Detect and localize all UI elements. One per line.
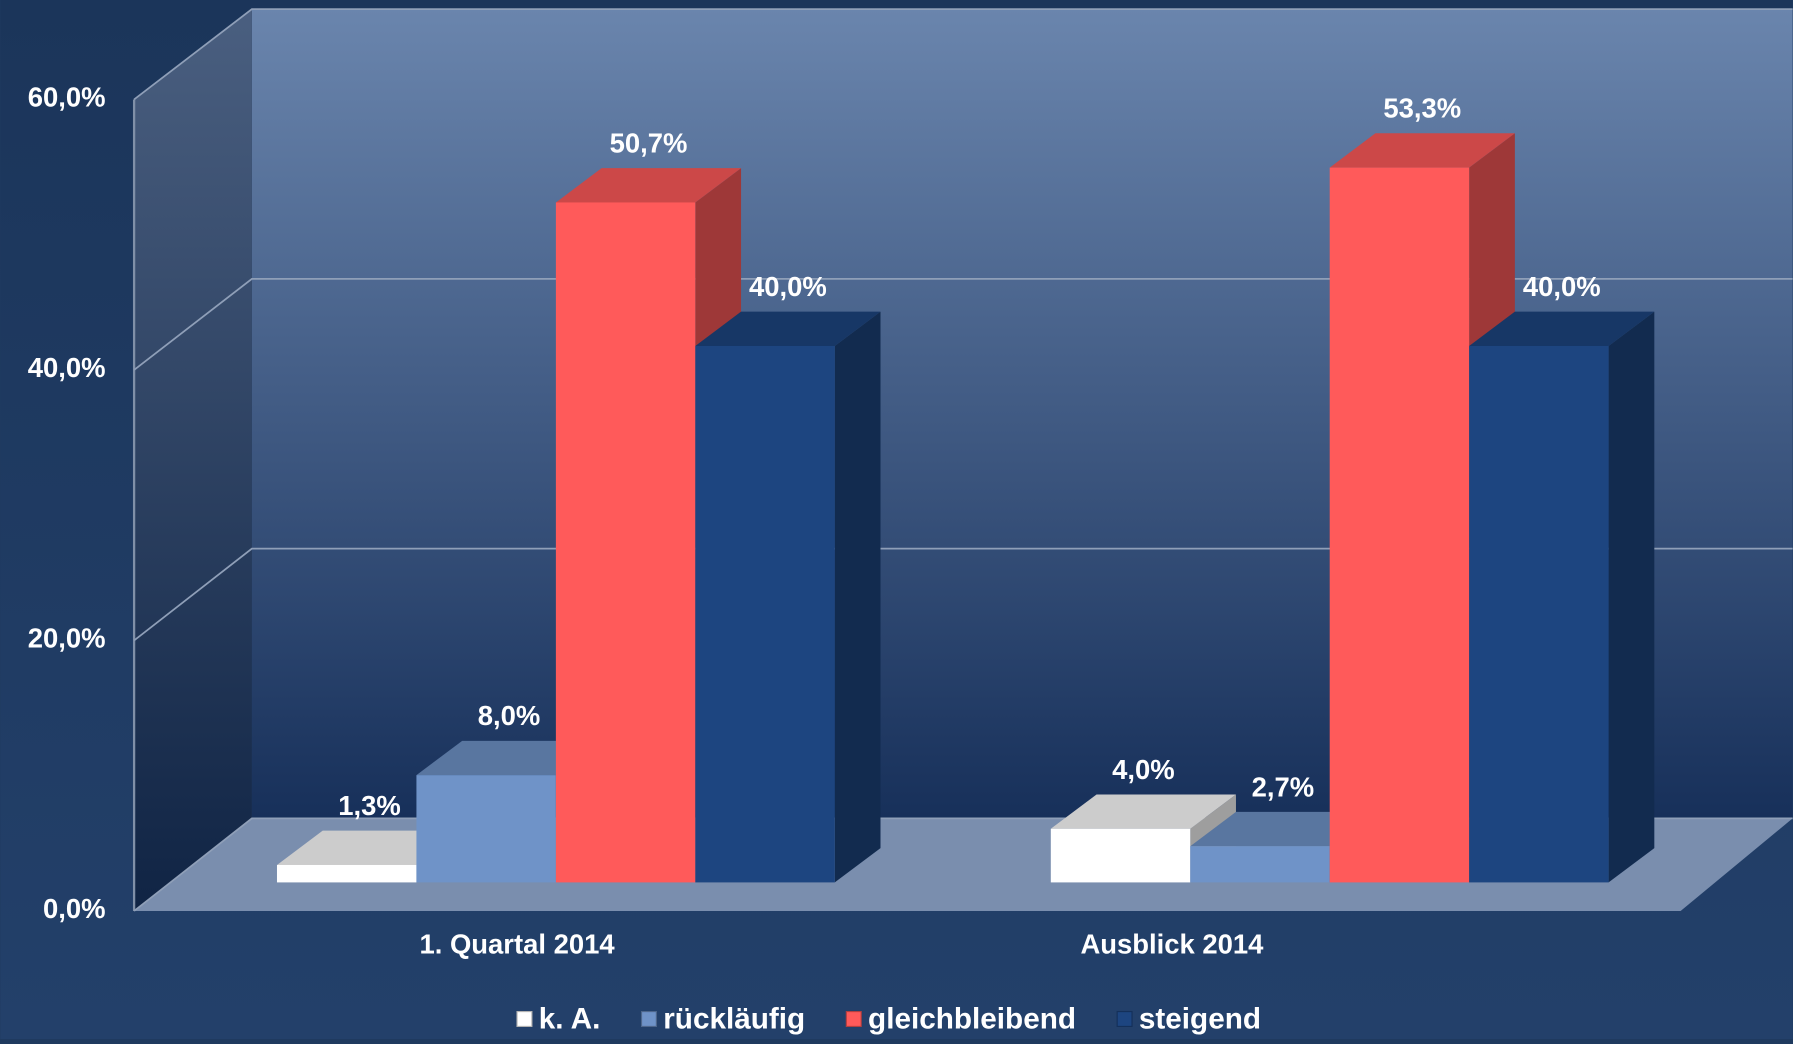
bar [1190, 846, 1330, 883]
y-tick-label: 0,0% [43, 893, 106, 924]
y-tick-label: 40,0% [28, 352, 106, 383]
side-wall [134, 9, 252, 911]
grid-line [133, 8, 1793, 101]
bar [416, 775, 556, 883]
grid-line [133, 547, 1793, 642]
bar [1329, 167, 1470, 883]
legend-swatch [516, 1010, 533, 1027]
bar [1050, 828, 1191, 883]
y-tick-label: 60,0% [28, 82, 106, 113]
data-label: 1,3% [338, 790, 401, 821]
legend-label: steigend [1139, 1003, 1261, 1036]
bar [695, 345, 835, 883]
legend-swatch [640, 1010, 657, 1027]
legend-label: gleichbleibend [868, 1003, 1076, 1036]
bar-top [555, 168, 742, 203]
bar-side [834, 311, 881, 883]
bar [555, 202, 696, 883]
grid-line [133, 278, 1793, 371]
bar [1469, 345, 1609, 883]
x-tick-label: 1. Quartal 2014 [419, 929, 615, 960]
data-label: 4,0% [1112, 754, 1175, 785]
bar-side [1608, 311, 1655, 883]
data-label: 8,0% [478, 700, 541, 731]
legend-swatch [1116, 1010, 1133, 1027]
bar-top [695, 311, 881, 346]
data-label: 50,7% [610, 128, 688, 159]
bar-top [1469, 311, 1655, 346]
bar-top [1190, 811, 1376, 847]
legend-label: k. A. [539, 1003, 601, 1036]
bar-top [276, 830, 463, 865]
data-label: 53,3% [1383, 93, 1461, 124]
data-label: 2,7% [1252, 771, 1315, 802]
legend-swatch [845, 1010, 862, 1027]
data-label: 40,0% [749, 271, 827, 302]
bar [276, 864, 417, 883]
bar-top [416, 740, 602, 776]
y-tick-label: 20,0% [28, 623, 106, 654]
bar-top [1329, 133, 1515, 168]
bar-top [1050, 794, 1236, 829]
legend-label: rückläufig [663, 1003, 805, 1036]
x-tick-label: Ausblick 2014 [1081, 929, 1265, 960]
data-label: 40,0% [1523, 271, 1601, 302]
